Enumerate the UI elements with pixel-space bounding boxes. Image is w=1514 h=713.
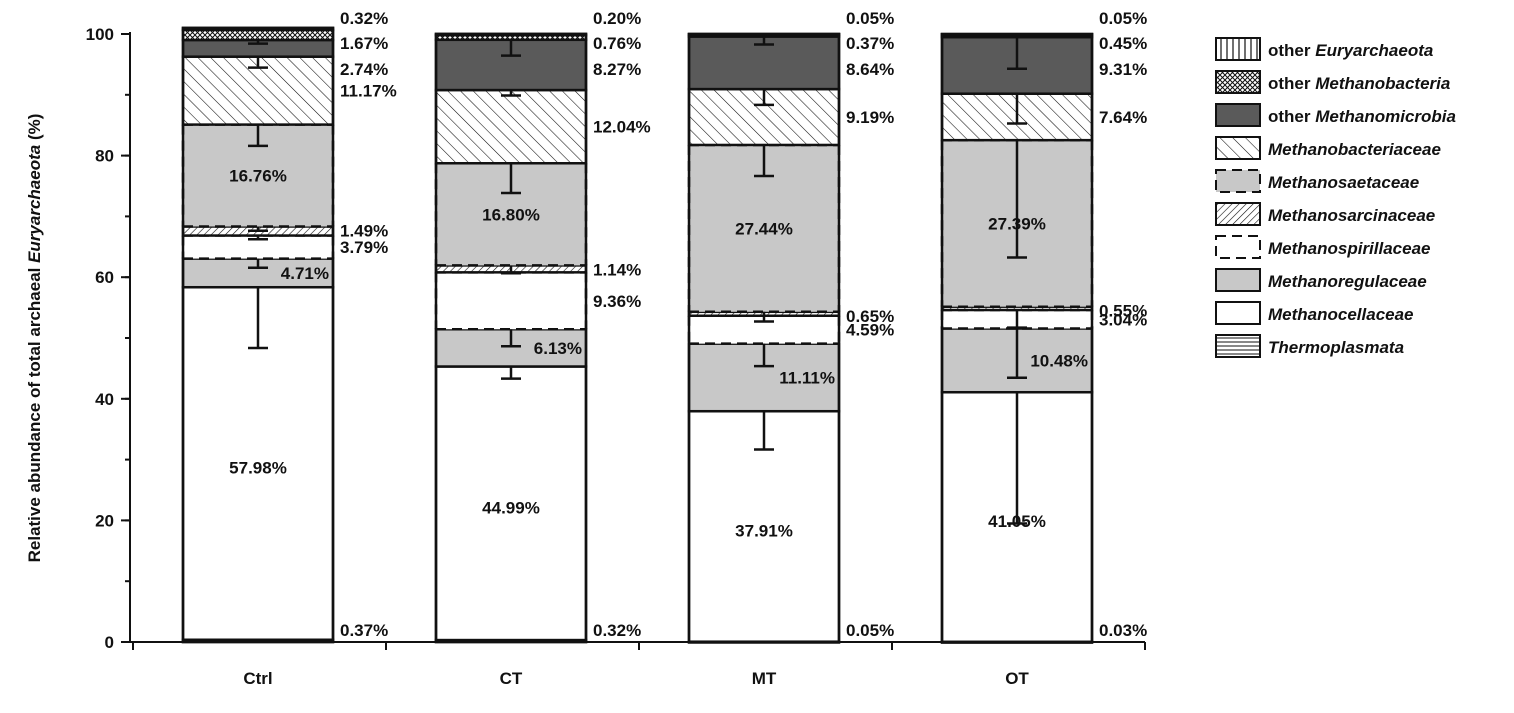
data-label: 0.05% (846, 9, 894, 28)
bar-outline (181, 26, 335, 644)
data-label: 8.64% (846, 60, 894, 79)
legend-label: Methanospirillaceae (1268, 239, 1431, 258)
legend-label: Methanobacteriaceae (1268, 140, 1441, 159)
data-label: 11.11% (779, 368, 835, 387)
data-label: 0.55% (1099, 302, 1147, 321)
data-label: 0.03% (1099, 621, 1147, 640)
legend-swatch (1215, 37, 1261, 61)
y-tick-label: 80 (95, 147, 114, 166)
legend-swatch (1215, 334, 1261, 358)
data-label: 6.13% (534, 339, 582, 358)
data-label: 0.32% (340, 9, 388, 28)
legend-swatch (1215, 136, 1261, 160)
x-category-label: CT (500, 669, 523, 688)
data-label: 0.37% (846, 34, 894, 53)
data-label: 0.20% (593, 9, 641, 28)
data-label: 16.80% (482, 205, 540, 224)
data-label: 16.76% (229, 167, 287, 186)
legend-label: Methanosaetaceae (1268, 173, 1419, 192)
data-label: 37.91% (735, 521, 793, 540)
data-label: 0.65% (846, 307, 894, 326)
data-label: 0.37% (340, 621, 388, 640)
bar-segment (436, 272, 586, 330)
bar-segment (434, 88, 588, 165)
legend-swatch (1215, 268, 1261, 292)
data-label: 27.39% (988, 214, 1046, 233)
data-label: 1.49% (340, 221, 388, 240)
data-label: 44.99% (482, 498, 540, 517)
bar-segment (181, 28, 335, 42)
legend-swatch (1215, 202, 1261, 226)
data-label: 0.76% (593, 34, 641, 53)
data-label: 3.79% (340, 238, 388, 257)
data-label: 1.67% (340, 34, 388, 53)
y-tick-label: 40 (95, 390, 114, 409)
legend-label: Thermoplasmata (1268, 338, 1404, 357)
y-tick-label: 0 (105, 633, 114, 652)
error-bars (248, 36, 1027, 525)
legend-swatch (1215, 301, 1261, 325)
data-label: 2.74% (340, 60, 388, 79)
bar-outline (434, 32, 588, 644)
legend-swatch (1215, 169, 1261, 193)
data-label: 41.05% (988, 512, 1046, 531)
x-category-label: MT (752, 669, 777, 688)
data-label: 9.36% (593, 292, 641, 311)
data-label: 9.19% (846, 108, 894, 127)
x-category-label: Ctrl (243, 669, 272, 688)
bar-segment (434, 365, 588, 642)
legend: other Euryarchaeota other Methanobacteria… (1215, 37, 1456, 358)
data-label: 11.17% (340, 82, 397, 101)
data-label: 8.27% (593, 60, 641, 79)
legend-label: Methanosarcinaceae (1268, 206, 1435, 225)
data-label: 0.45% (1099, 34, 1147, 53)
data-label: 9.31% (1099, 60, 1147, 79)
data-label: 1.14% (593, 260, 641, 279)
data-label: 7.64% (1099, 108, 1147, 127)
legend-label: other Euryarchaeota (1268, 41, 1433, 60)
data-label: 0.05% (846, 621, 894, 640)
legend-swatch (1215, 70, 1261, 94)
y-axis-title: Relative abundance of total archaeal Eur… (25, 114, 44, 563)
x-category-label: OT (1005, 669, 1029, 688)
data-label: 27.44% (735, 219, 793, 238)
legend-swatch (1215, 235, 1261, 259)
y-tick-label: 60 (95, 268, 114, 287)
legend-label: other Methanomicrobia (1268, 107, 1456, 126)
data-labels: Ctrl 0.37% 57.98% 4.71% 3.79%1.49% 16.76% 11.1… (229, 9, 1147, 688)
data-label: 57.98% (229, 458, 287, 477)
bar-segment (183, 235, 333, 259)
legend-label: Methanoregulaceae (1268, 272, 1427, 291)
legend-swatch (1215, 103, 1261, 127)
y-tick-label: 100 (86, 25, 114, 44)
y-tick-label: 20 (95, 511, 114, 530)
bar-outline (940, 32, 1094, 644)
data-label: 10.48% (1030, 351, 1088, 370)
data-label: 3.04% (1099, 310, 1147, 329)
data-label: 0.32% (593, 621, 641, 640)
bar-outline (687, 32, 841, 644)
data-label: 12.04% (593, 118, 651, 137)
legend-label: Methanocellaceae (1268, 305, 1414, 324)
data-label: 4.71% (281, 264, 329, 283)
data-label: 4.59% (846, 321, 894, 340)
legend-label: other Methanobacteria (1268, 74, 1450, 93)
data-label: 0.05% (1099, 9, 1147, 28)
